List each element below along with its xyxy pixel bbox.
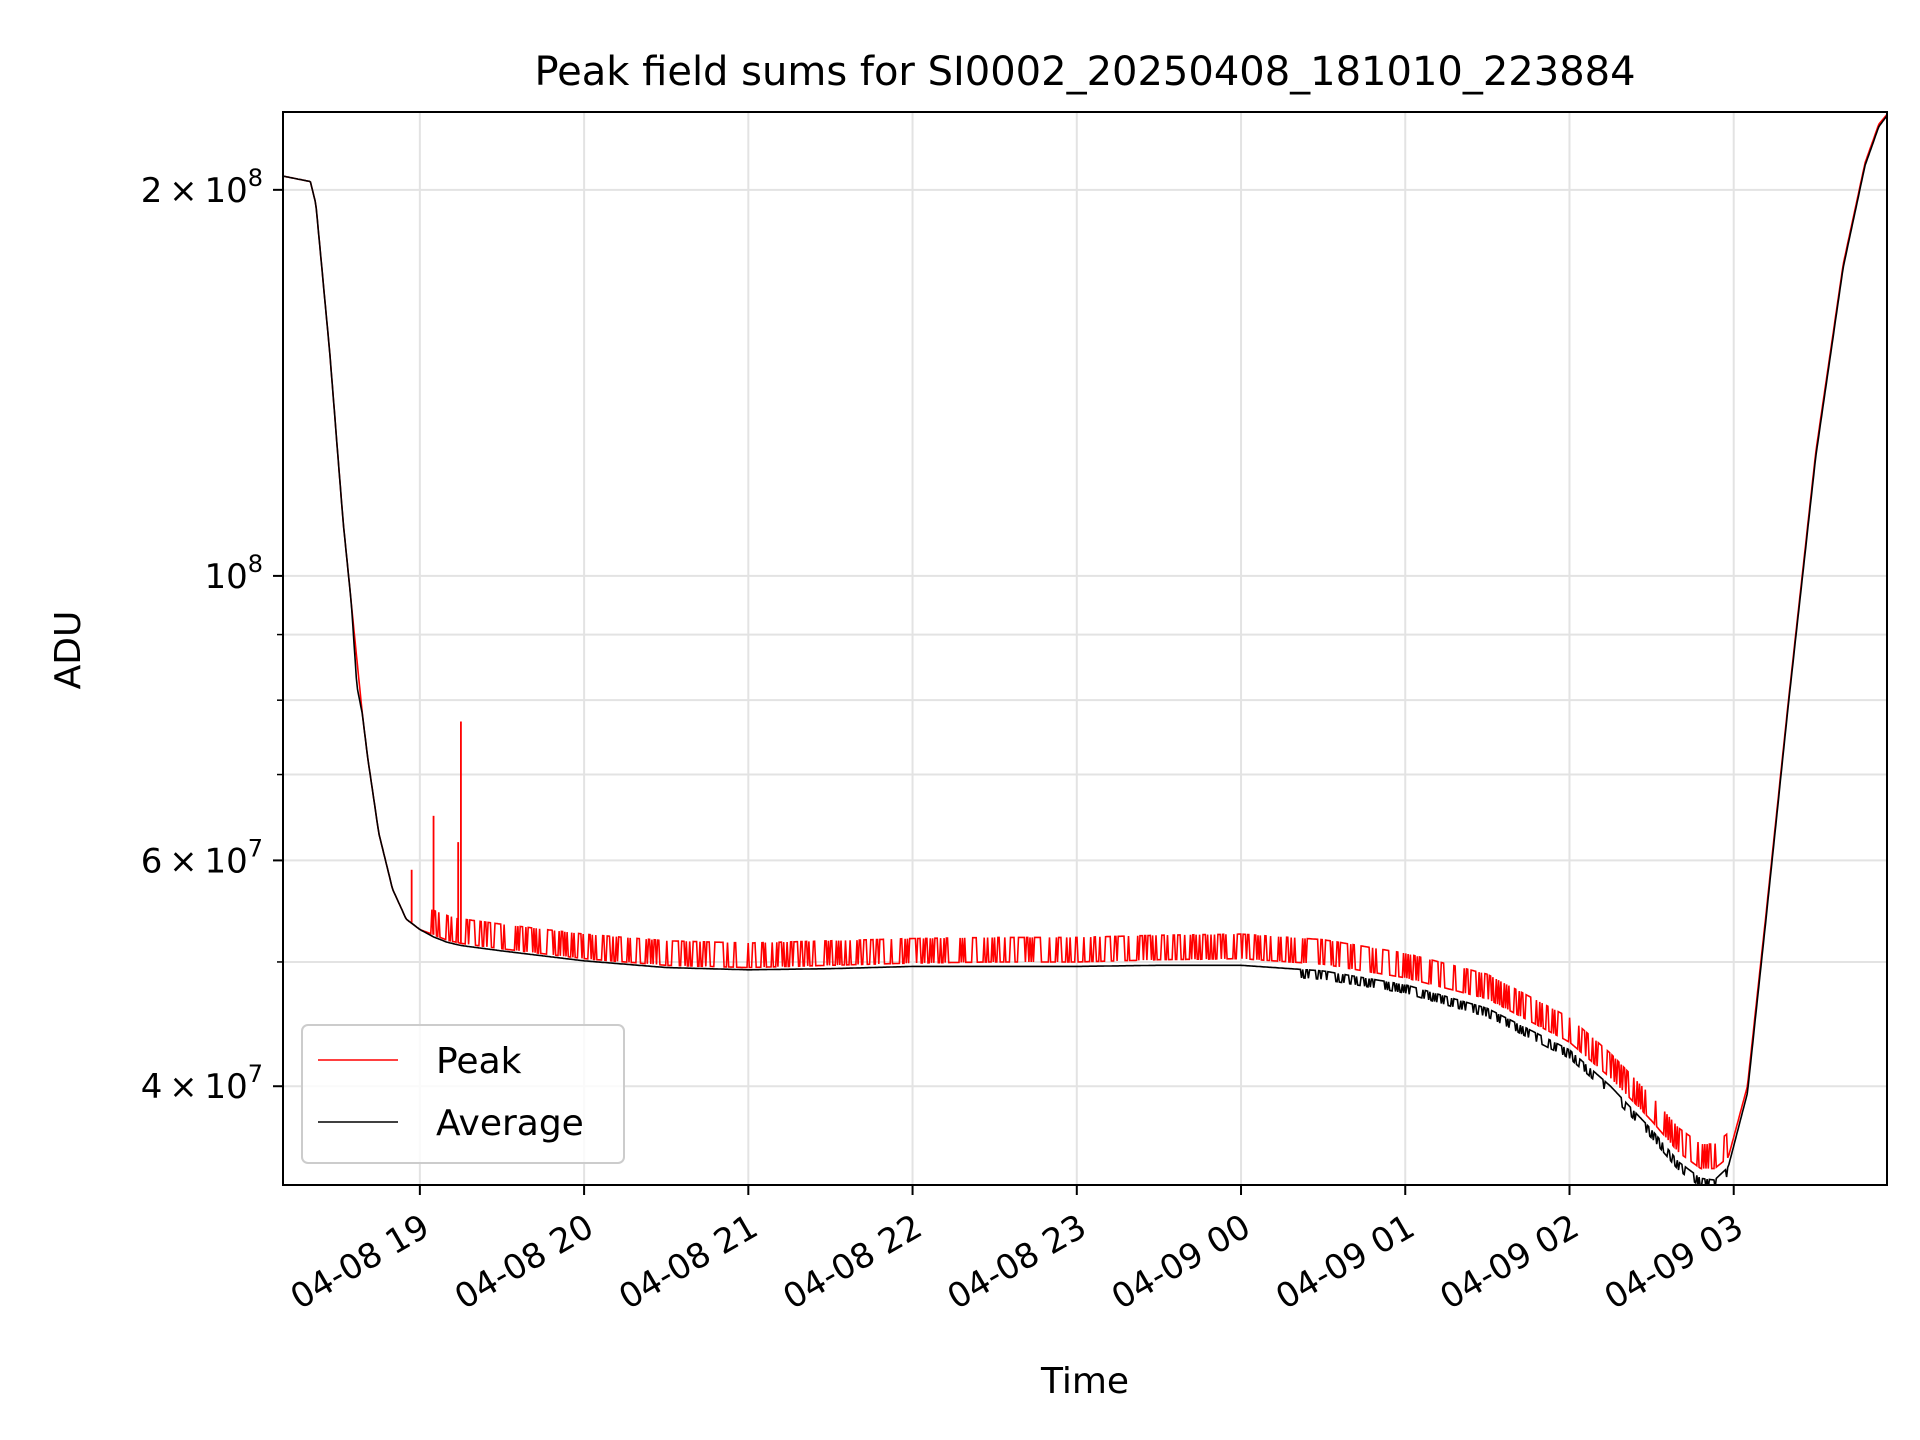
y-axis: 4 × 107 6 × 107 108 2 × 108 [141, 164, 283, 1107]
series-line-average [283, 115, 1887, 1185]
y-tick-label: 4 × 107 [141, 1060, 263, 1107]
series-line-peak [283, 113, 1887, 1170]
chart-title: Peak field sums for SI0002_20250408_1810… [534, 49, 1635, 95]
legend: Peak Average [301, 1024, 625, 1164]
y-tick-label: 6 × 107 [141, 834, 263, 881]
x-axis-label: Time [1040, 1361, 1129, 1402]
y-tick-label: 108 [204, 550, 263, 597]
legend-label-average: Average [436, 1103, 584, 1144]
y-tick-label: 2 × 108 [141, 164, 263, 211]
legend-label-peak: Peak [436, 1041, 522, 1082]
series-layer [283, 113, 1887, 1185]
y-axis-label: ADU [48, 611, 89, 690]
plot-frame [282, 111, 1888, 1186]
